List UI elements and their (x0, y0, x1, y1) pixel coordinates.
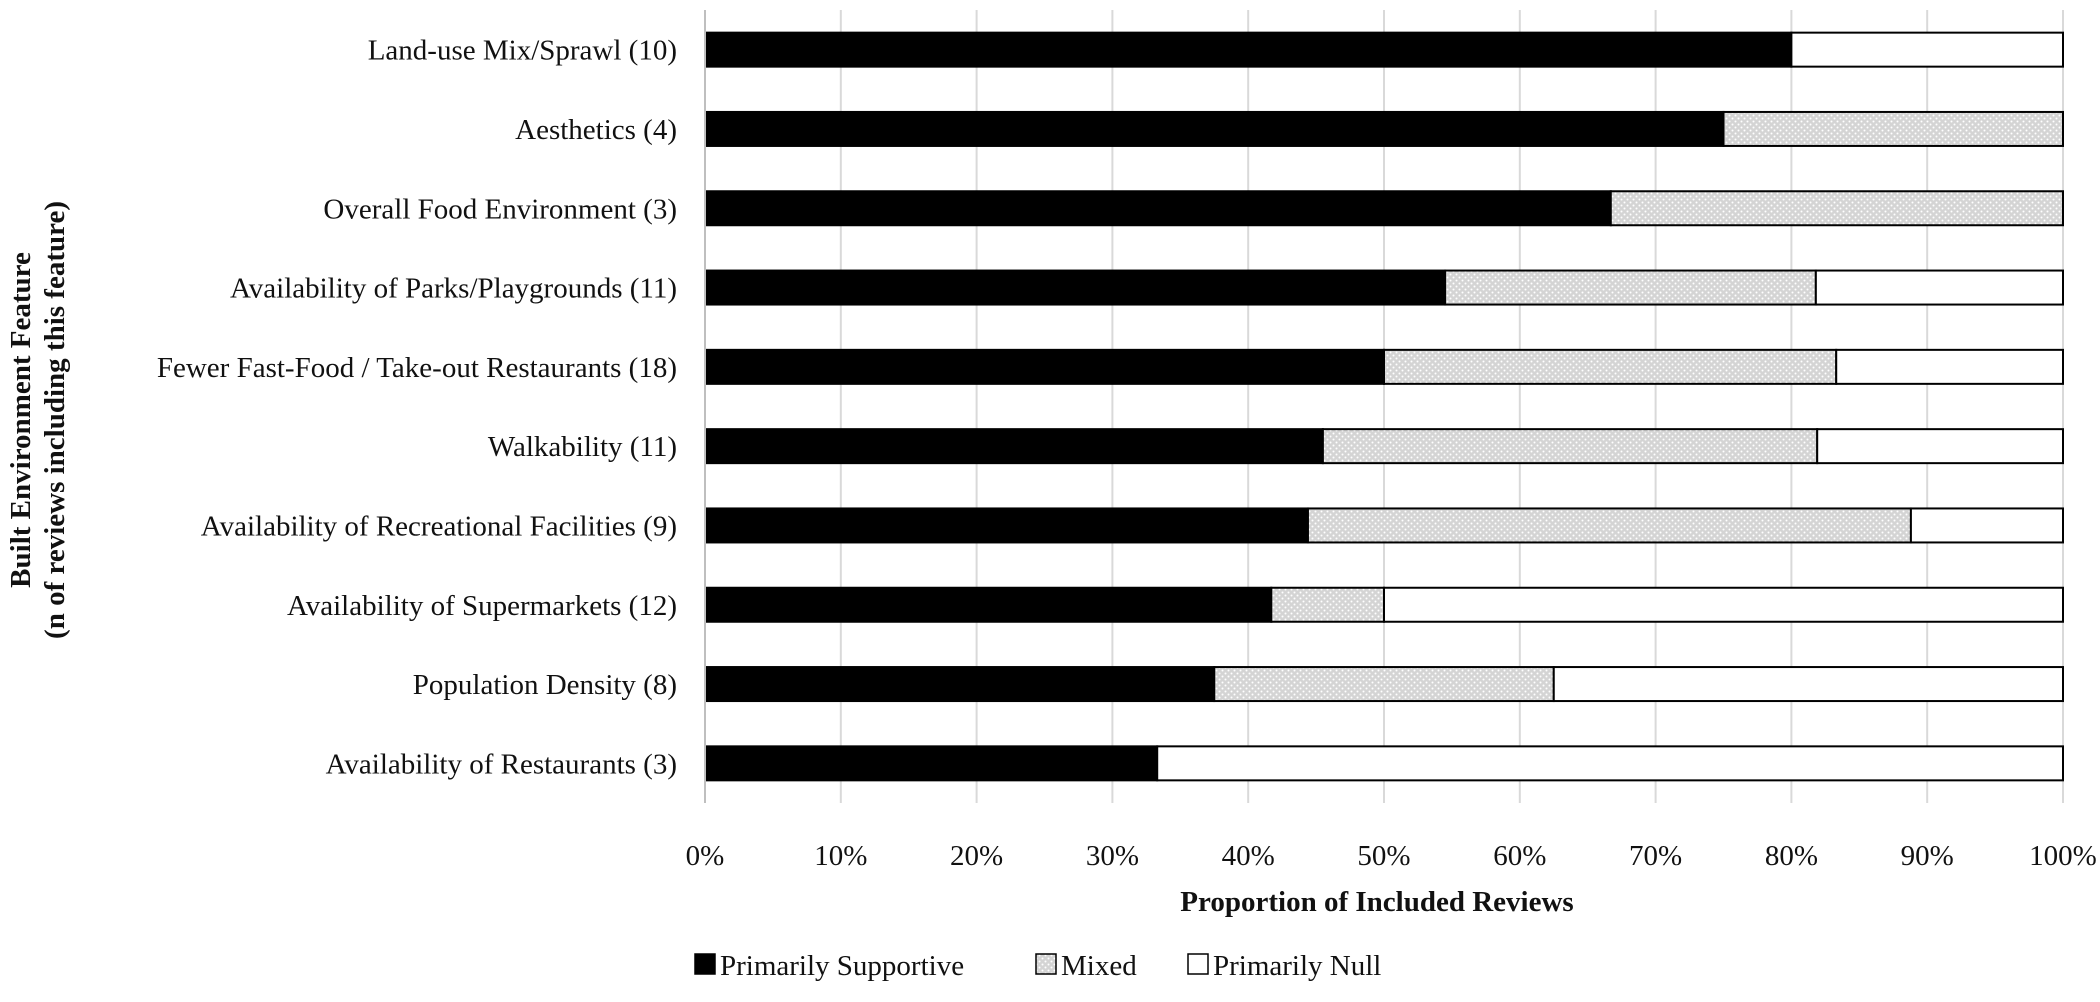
x-tick-label: 20% (950, 840, 1003, 872)
legend-swatch (1187, 953, 1209, 975)
bar-segment (704, 745, 1159, 782)
category-label: Fewer Fast-Food / Take-out Restaurants (… (157, 352, 677, 384)
category-label: Availability of Supermarkets (12) (287, 590, 677, 622)
bar-segment (1213, 666, 1555, 703)
x-tick-label: 60% (1493, 840, 1546, 872)
legend-label: Primarily Null (1213, 950, 1381, 982)
bars (704, 31, 2065, 782)
bar-segment (1835, 348, 2064, 385)
bar-segment (1722, 110, 2064, 147)
category-label: Availability of Parks/Playgrounds (11) (230, 273, 677, 305)
bar-segment (1444, 269, 1817, 306)
bar-segment (704, 110, 1725, 147)
y-axis-title: Built Environment Feature (n of reviews … (5, 201, 71, 639)
bar-segment (1814, 269, 2064, 306)
x-tick-label: 0% (686, 840, 725, 872)
category-label: Population Density (8) (413, 669, 677, 701)
bar-segment (1383, 348, 1838, 385)
bar-segment (704, 348, 1385, 385)
legend: Primarily Supportive Mixed Primarily Null (694, 950, 1381, 982)
bar-segment (1552, 666, 2064, 703)
x-tick-label: 100% (2029, 840, 2097, 872)
bar-segment (704, 190, 1612, 227)
category-label: Availability of Recreational Facilities … (201, 510, 677, 542)
y-axis-title-line2: (n of reviews including this feature) (39, 201, 71, 639)
bar-segment (704, 269, 1447, 306)
bar-segment (1306, 507, 1912, 544)
legend-label: Primarily Supportive (720, 950, 964, 982)
category-label: Availability of Restaurants (3) (326, 748, 677, 780)
bar-segment (704, 428, 1324, 465)
category-label: Land-use Mix/Sprawl (10) (368, 35, 677, 67)
category-label: Aesthetics (4) (515, 114, 677, 146)
bar-segment (1270, 586, 1386, 623)
bar-segment (1383, 586, 2064, 623)
x-tick-label: 50% (1357, 840, 1410, 872)
bar-segment (1321, 428, 1819, 465)
legend-label: Mixed (1061, 950, 1137, 982)
x-tick-label: 30% (1086, 840, 1139, 872)
axes: 0% 10% 20% 30% 40% 50% 60% 70% 80% 90% 100% Land-us… (157, 10, 2097, 872)
bar-segment (1790, 31, 2065, 68)
x-axis-title: Proportion of Included Reviews (1180, 886, 1573, 918)
category-label: Walkability (11) (488, 431, 677, 463)
bar-segment (704, 31, 1793, 68)
bar-segment (704, 507, 1309, 544)
bar-segment (1609, 190, 2064, 227)
legend-swatch (694, 953, 716, 975)
x-tick-label: 80% (1765, 840, 1818, 872)
bar-segment (1816, 428, 2065, 465)
x-tick-label: 40% (1222, 840, 1275, 872)
x-tick-label: 90% (1901, 840, 1954, 872)
x-tick-label: 70% (1629, 840, 1682, 872)
bar-segment (1909, 507, 2065, 544)
category-label: Overall Food Environment (3) (323, 193, 677, 225)
legend-swatch (1035, 953, 1057, 975)
bar-segment (704, 666, 1216, 703)
x-tick-label: 10% (814, 840, 867, 872)
bar-segment (704, 586, 1273, 623)
bar-segment (1156, 745, 2064, 782)
y-axis-title-line1: Built Environment Feature (5, 252, 37, 588)
